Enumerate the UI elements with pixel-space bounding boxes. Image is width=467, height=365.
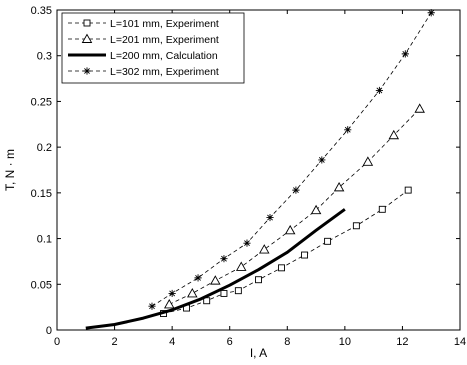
x-axis-label: I, A bbox=[250, 346, 267, 360]
legend-label: L=101 mm, Experiment bbox=[110, 18, 219, 30]
data-point-l-101-mm-experiment bbox=[378, 205, 386, 213]
y-tick-label: 0.35 bbox=[31, 5, 52, 17]
data-point-l-302-mm-experiment bbox=[148, 302, 156, 310]
data-point-l-201-mm-experiment bbox=[333, 181, 345, 192]
x-tick-label: 14 bbox=[454, 336, 466, 348]
legend-label: L=302 mm, Experiment bbox=[110, 66, 219, 78]
data-point-l-101-mm-experiment bbox=[404, 186, 412, 194]
plot-frame bbox=[56, 9, 461, 331]
x-tick-label: 6 bbox=[227, 336, 233, 348]
y-tick-label: 0.25 bbox=[31, 96, 52, 108]
series-l-201-mm-experiment bbox=[163, 103, 425, 309]
data-point-l-201-mm-experiment bbox=[310, 204, 322, 215]
data-point-l-302-mm-experiment bbox=[168, 289, 176, 298]
x-tick-label: 2 bbox=[112, 336, 118, 348]
legend-item-l-101-mm-experiment: L=101 mm, Experiment bbox=[68, 18, 219, 30]
series-line-l-101-mm-experiment bbox=[163, 189, 409, 314]
data-point-l-302-mm-experiment bbox=[194, 274, 202, 282]
data-point-l-101-mm-experiment bbox=[234, 287, 242, 295]
data-point-l-302-mm-experiment bbox=[292, 186, 300, 194]
y-tick-label: 0.2 bbox=[37, 142, 52, 154]
legend: L=101 mm, Experiment L=201 mm, Experiment… bbox=[61, 12, 245, 84]
y-tick-label: 0.15 bbox=[31, 188, 52, 200]
series-layer bbox=[85, 9, 435, 330]
data-point-l-302-mm-experiment bbox=[427, 9, 435, 17]
legend-marker-l-201-mm-experiment bbox=[81, 33, 93, 43]
data-point-l-201-mm-experiment bbox=[284, 224, 296, 235]
data-point-l-201-mm-experiment bbox=[414, 103, 425, 113]
x-tick-label: 0 bbox=[54, 336, 60, 348]
data-point-l-201-mm-experiment bbox=[362, 156, 374, 166]
legend-label: L=200 mm, Calculation bbox=[110, 50, 218, 62]
series-l-302-mm-experiment bbox=[148, 9, 435, 310]
data-point-l-302-mm-experiment bbox=[318, 156, 326, 164]
data-point-l-302-mm-experiment bbox=[220, 255, 228, 263]
data-point-l-302-mm-experiment bbox=[375, 86, 383, 95]
x-tick-label: 10 bbox=[339, 336, 351, 348]
data-point-l-201-mm-experiment bbox=[187, 288, 198, 298]
data-point-l-201-mm-experiment bbox=[235, 261, 247, 271]
legend-label: L=201 mm, Experiment bbox=[110, 34, 219, 46]
x-tick-label: 4 bbox=[169, 336, 175, 348]
series-line-l-200-mm-calculation bbox=[85, 208, 346, 330]
data-point-l-101-mm-experiment bbox=[255, 276, 262, 284]
legend-marker-l-302-mm-experiment bbox=[83, 67, 91, 75]
data-point-l-302-mm-experiment bbox=[266, 213, 274, 222]
legend-item-l-201-mm-experiment: L=201 mm, Experiment bbox=[68, 33, 219, 46]
data-point-l-201-mm-experiment bbox=[388, 129, 400, 140]
data-point-l-101-mm-experiment bbox=[324, 237, 332, 245]
y-tick-label: 0.05 bbox=[31, 279, 52, 291]
y-tick-label: 0.1 bbox=[37, 234, 52, 246]
data-point-l-302-mm-experiment bbox=[243, 239, 251, 247]
x-tick-label: 8 bbox=[284, 336, 290, 348]
data-point-l-101-mm-experiment bbox=[301, 251, 309, 259]
data-point-l-302-mm-experiment bbox=[401, 50, 409, 58]
data-point-l-201-mm-experiment bbox=[258, 244, 270, 254]
data-point-l-201-mm-experiment bbox=[163, 298, 175, 309]
series-l-200-mm-calculation bbox=[85, 208, 346, 330]
y-tick-label: 0 bbox=[46, 325, 52, 337]
data-point-l-201-mm-experiment bbox=[210, 275, 221, 285]
legend-item-l-302-mm-experiment: L=302 mm, Experiment bbox=[68, 66, 219, 78]
data-point-l-101-mm-experiment bbox=[352, 222, 360, 230]
y-tick-label: 0.3 bbox=[37, 51, 52, 63]
data-point-l-302-mm-experiment bbox=[344, 126, 352, 134]
y-axis-label: T, N · m bbox=[3, 149, 17, 191]
data-point-l-101-mm-experiment bbox=[220, 289, 228, 297]
legend-item-l-200-mm-calculation: L=200 mm, Calculation bbox=[68, 50, 218, 62]
x-tick-label: 12 bbox=[396, 336, 408, 348]
data-point-l-101-mm-experiment bbox=[278, 264, 285, 272]
legend-marker-l-101-mm-experiment bbox=[83, 19, 91, 27]
series-line-l-302-mm-experiment bbox=[151, 12, 432, 307]
ticks-layer: 0 2 4 6 8 10 12 14 0 0.05 0.1 0.15 0.2 0.25 0.3 0.35 bbox=[31, 5, 467, 348]
